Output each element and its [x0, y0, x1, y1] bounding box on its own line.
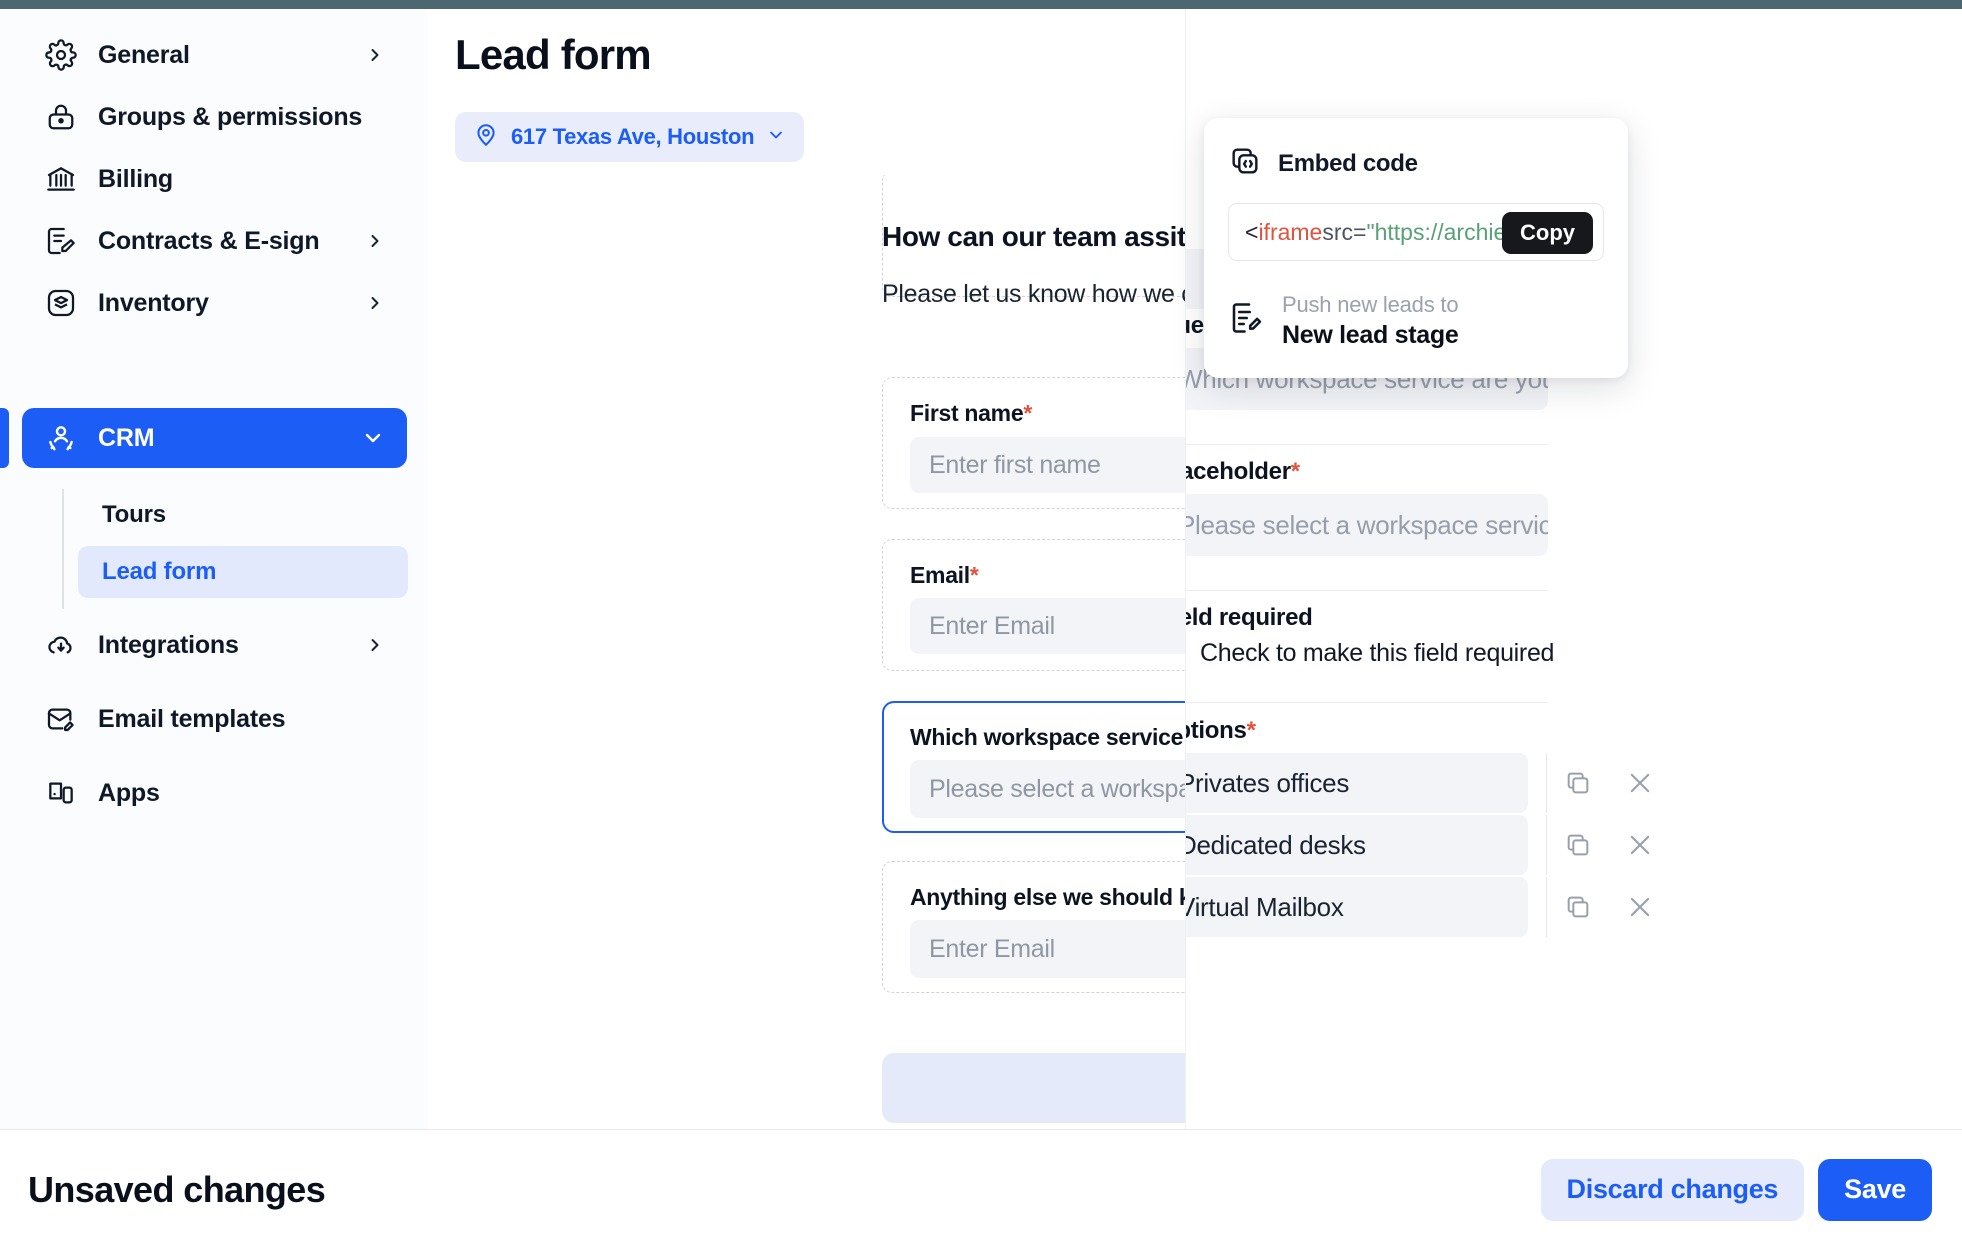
option-value-input[interactable]: Dedicated desks — [1186, 815, 1528, 875]
layers-icon — [44, 286, 78, 320]
close-icon[interactable] — [1609, 893, 1671, 921]
sidebar-item-contracts-esign[interactable]: Contracts & E-sign — [22, 210, 407, 272]
option-value-input[interactable]: Virtual Mailbox — [1186, 877, 1528, 937]
embed-code-lt: < — [1245, 218, 1259, 245]
option-row: Virtual Mailbox — [1186, 877, 1671, 937]
option-separator — [1546, 877, 1547, 937]
save-label: Save — [1844, 1174, 1906, 1204]
discard-changes-button[interactable]: Discard changes — [1540, 1158, 1805, 1221]
panel-divider — [1186, 444, 1548, 445]
sidebar-item-billing[interactable]: Billing — [22, 148, 407, 210]
sidebar-item-label: Groups & permissions — [98, 102, 363, 131]
embed-code-tag: iframe — [1258, 218, 1323, 245]
sidebar-item-tours[interactable]: Tours — [78, 489, 408, 541]
apps-icon — [44, 776, 78, 810]
close-icon[interactable] — [1609, 831, 1671, 859]
sidebar-subitem-label: Lead form — [102, 558, 217, 585]
placeholder-label: Placeholder* — [1186, 458, 1300, 485]
sidebar-item-label: Apps — [98, 778, 160, 807]
unsaved-changes-bar: Unsaved changes Discard changes Save — [0, 1129, 1962, 1249]
chevron-right-icon — [365, 293, 385, 313]
crm-people-icon — [44, 421, 78, 455]
embed-code-url: "https://archie — [1366, 218, 1507, 245]
sidebar-item-label: General — [98, 40, 190, 69]
placeholder-input[interactable]: Please select a workspace service — [1186, 494, 1548, 556]
option-row: Dedicated desks — [1186, 815, 1671, 875]
sidebar-item-label: Billing — [98, 164, 173, 193]
sidebar-item-groups-permissions[interactable]: Groups & permissions — [22, 86, 407, 148]
sidebar-item-integrations[interactable]: Integrations — [22, 614, 407, 676]
window-accent-bar — [0, 0, 1962, 9]
push-caption: Push new leads to — [1282, 292, 1459, 317]
first-name-label: First name* — [910, 400, 1032, 426]
gear-icon — [44, 38, 78, 72]
sidebar-item-lead-form[interactable]: Lead form — [78, 546, 408, 598]
embed-code-attr: src= — [1322, 218, 1367, 245]
copy-icon[interactable] — [1547, 893, 1609, 921]
mail-edit-icon — [44, 702, 78, 736]
chevron-right-icon — [365, 635, 385, 655]
sidebar-active-edge-indicator — [0, 408, 9, 468]
embed-code-title: Embed code — [1278, 149, 1418, 177]
embed-code-dropdown: Embed code < iframe src= "https://archie C… — [1204, 118, 1628, 378]
sidebar-item-label: Email templates — [98, 704, 286, 733]
copy-icon[interactable] — [1547, 831, 1609, 859]
option-separator — [1546, 815, 1547, 875]
sidebar-item-inventory[interactable]: Inventory — [22, 272, 407, 334]
chevron-right-icon — [365, 231, 385, 251]
map-pin-icon — [473, 122, 499, 153]
lock-icon — [44, 100, 78, 134]
bottom-bar-actions: Discard changes Save — [1540, 1158, 1932, 1221]
list-edit-icon — [1228, 300, 1264, 341]
push-new-leads-text: Push new leads to New lead stage — [1282, 291, 1459, 350]
close-icon[interactable] — [1609, 769, 1671, 797]
field-required-checkbox-row[interactable]: Check to make this field required — [1186, 639, 1555, 668]
sidebar-item-label: Contracts & E-sign — [98, 226, 320, 255]
copy-button[interactable]: Copy — [1502, 212, 1593, 254]
sidebar-subitem-label: Tours — [102, 501, 166, 528]
sidebar-item-crm[interactable]: CRM — [22, 408, 407, 468]
sidebar: General Groups & permissions Billing Con… — [0, 9, 427, 1129]
embed-code-input[interactable]: < iframe src= "https://archie Copy — [1228, 203, 1604, 261]
location-selector[interactable]: 617 Texas Ave, Houston — [455, 112, 805, 162]
save-button[interactable]: Save — [1818, 1158, 1932, 1221]
options-label: Options* — [1186, 717, 1256, 744]
unsaved-changes-label: Unsaved changes — [28, 1168, 326, 1210]
chevron-down-icon — [766, 125, 786, 150]
push-value: New lead stage — [1282, 320, 1459, 349]
email-label: Email* — [910, 562, 979, 588]
sidebar-subnav-rail — [62, 489, 64, 609]
page-title: Lead form — [455, 31, 652, 78]
field-required-label: Field required — [1186, 604, 1313, 631]
embed-code-header: Embed code — [1228, 144, 1604, 183]
cloud-sync-icon — [44, 628, 78, 662]
contract-edit-icon — [44, 224, 78, 258]
sidebar-item-email-templates[interactable]: Email templates — [22, 688, 407, 750]
panel-divider — [1186, 702, 1548, 703]
copy-icon[interactable] — [1547, 769, 1609, 797]
push-new-leads-row[interactable]: Push new leads to New lead stage — [1228, 291, 1604, 350]
sidebar-item-label: Inventory — [98, 288, 209, 317]
field-required-checkbox-label: Check to make this field required — [1200, 639, 1555, 667]
sidebar-item-general[interactable]: General — [22, 24, 407, 86]
chevron-right-icon — [365, 45, 385, 65]
sidebar-item-label: Integrations — [98, 630, 239, 659]
option-row: Privates offices — [1186, 753, 1671, 813]
option-separator — [1546, 753, 1547, 813]
option-value-input[interactable]: Privates offices — [1186, 753, 1528, 813]
sidebar-item-label: CRM — [98, 423, 155, 452]
code-copy-icon — [1228, 144, 1262, 183]
sidebar-item-apps[interactable]: Apps — [22, 762, 407, 824]
bank-icon — [44, 162, 78, 196]
location-label: 617 Texas Ave, Houston — [511, 124, 755, 149]
discard-changes-label: Discard changes — [1566, 1174, 1779, 1204]
panel-divider — [1186, 590, 1548, 591]
chevron-down-icon — [361, 426, 385, 450]
